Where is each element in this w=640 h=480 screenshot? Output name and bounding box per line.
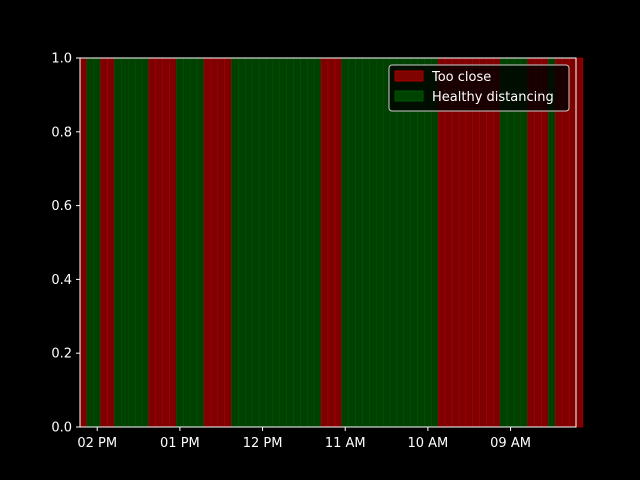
bar-too-close xyxy=(327,57,336,428)
bar-healthy-distancing xyxy=(417,57,425,428)
bar-healthy-distancing xyxy=(300,57,308,428)
bar-healthy-distancing xyxy=(245,57,253,428)
bar-too-close xyxy=(444,57,453,428)
legend-swatch xyxy=(394,90,424,102)
legend-label: Too close xyxy=(431,70,491,85)
y-tick-label: 0.8 xyxy=(51,125,72,140)
bar-healthy-distancing xyxy=(258,57,267,428)
bar-healthy-distancing xyxy=(389,57,398,428)
bar-too-close xyxy=(575,57,584,428)
bar-too-close xyxy=(472,57,480,428)
bar-too-close xyxy=(334,57,343,428)
bar-healthy-distancing xyxy=(114,57,122,428)
bar-healthy-distancing xyxy=(93,57,101,428)
bar-healthy-distancing xyxy=(355,57,363,428)
plot-frame xyxy=(79,57,577,428)
bar-healthy-distancing xyxy=(513,57,522,428)
bar-healthy-distancing xyxy=(313,57,322,428)
bar-too-close xyxy=(169,57,177,428)
bar-too-close xyxy=(217,57,225,428)
bar-too-close xyxy=(162,57,170,428)
y-tick-label: 0.4 xyxy=(51,273,72,288)
bar-healthy-distancing xyxy=(362,57,370,428)
bar-too-close xyxy=(203,57,212,428)
bar-too-close xyxy=(437,57,446,428)
bar-too-close xyxy=(527,57,535,428)
bar-healthy-distancing xyxy=(134,57,143,428)
bar-healthy-distancing xyxy=(183,57,191,428)
y-tick-label: 1.0 xyxy=(51,52,72,67)
bar-too-close xyxy=(79,57,88,428)
bar-healthy-distancing xyxy=(424,57,432,428)
bar-healthy-distancing xyxy=(86,57,95,428)
legend-box xyxy=(388,64,570,112)
y-tick-label: 0.2 xyxy=(51,347,72,362)
bar-healthy-distancing xyxy=(176,57,184,428)
bar-healthy-distancing xyxy=(286,57,294,428)
x-tick-label: 09 AM xyxy=(490,436,531,451)
x-tick-label: 11 AM xyxy=(325,436,366,451)
bar-too-close xyxy=(320,57,329,428)
bar-healthy-distancing xyxy=(348,57,356,428)
bar-group xyxy=(79,57,584,428)
bar-healthy-distancing xyxy=(238,57,246,428)
bar-healthy-distancing xyxy=(520,57,529,428)
y-tick-label: 0.6 xyxy=(51,199,72,214)
bar-healthy-distancing xyxy=(548,57,556,428)
bar-healthy-distancing xyxy=(369,57,377,428)
bar-healthy-distancing xyxy=(410,57,418,428)
bar-too-close xyxy=(148,57,157,428)
bar-too-close xyxy=(479,57,487,428)
legend-label: Healthy distancing xyxy=(432,90,554,105)
axes: 0.0 0.2 0.4 0.6 0.8 1.0 02 PM 01 PM 12 PM 11 AM 10… xyxy=(51,52,577,451)
bar-healthy-distancing xyxy=(265,57,274,428)
x-tick-label: 12 PM xyxy=(243,436,283,451)
bar-healthy-distancing xyxy=(382,57,391,428)
bar-healthy-distancing xyxy=(499,57,508,428)
bar-healthy-distancing xyxy=(141,57,150,428)
bar-too-close xyxy=(541,57,549,428)
legend: Too close Healthy distancing xyxy=(388,64,570,112)
bar-healthy-distancing xyxy=(307,57,315,428)
bar-too-close xyxy=(555,57,563,428)
bar-healthy-distancing xyxy=(375,57,384,428)
bar-healthy-distancing xyxy=(121,57,129,428)
bar-too-close xyxy=(107,57,115,428)
legend-swatch xyxy=(394,70,424,82)
bar-too-close xyxy=(458,57,467,428)
bar-healthy-distancing xyxy=(272,57,281,428)
x-tick-label: 01 PM xyxy=(160,436,200,451)
bar-too-close xyxy=(486,57,494,428)
bar-healthy-distancing xyxy=(341,57,349,428)
bar-healthy-distancing xyxy=(506,57,515,428)
bar-too-close xyxy=(451,57,460,428)
bar-too-close xyxy=(561,57,570,428)
bar-too-close xyxy=(465,57,473,428)
bar-healthy-distancing xyxy=(251,57,260,428)
bar-healthy-distancing xyxy=(196,57,205,428)
bar-healthy-distancing xyxy=(127,57,136,428)
x-tick-label: 02 PM xyxy=(77,436,117,451)
bar-healthy-distancing xyxy=(231,57,239,428)
bar-too-close xyxy=(568,57,577,428)
bar-healthy-distancing xyxy=(279,57,287,428)
bar-too-close xyxy=(210,57,219,428)
bar-healthy-distancing xyxy=(189,57,198,428)
bar-too-close xyxy=(100,57,108,428)
bar-too-close xyxy=(493,57,501,428)
bar-too-close xyxy=(534,57,542,428)
y-tick-label: 0.0 xyxy=(51,421,72,436)
bar-too-close xyxy=(155,57,163,428)
bar-healthy-distancing xyxy=(431,57,439,428)
x-tick-label: 10 AM xyxy=(407,436,448,451)
bar-too-close xyxy=(224,57,232,428)
bar-healthy-distancing xyxy=(403,57,411,428)
bar-healthy-distancing xyxy=(293,57,301,428)
bar-healthy-distancing xyxy=(396,57,405,428)
